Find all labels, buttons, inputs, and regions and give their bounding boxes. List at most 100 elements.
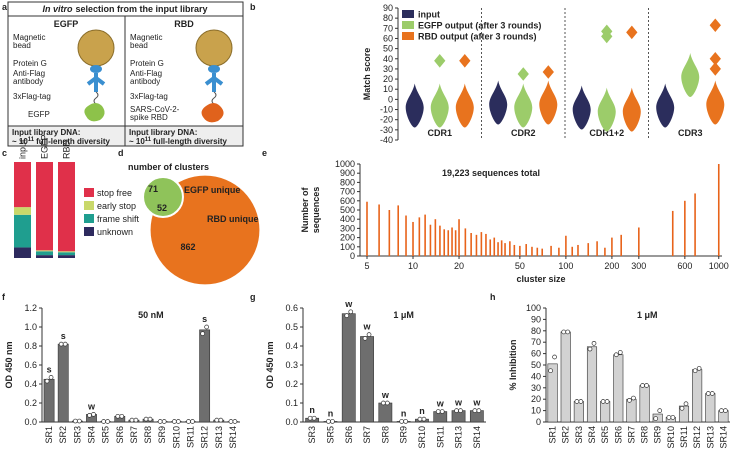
- x-tick-label: SR12: [692, 426, 702, 449]
- x-tick-label: input: [18, 139, 28, 159]
- label: EGFP: [28, 110, 50, 119]
- bar: [600, 401, 611, 423]
- x-tick-label: 10: [408, 261, 418, 271]
- point: [476, 408, 482, 413]
- y-axis-label: OD 450 nm: [4, 341, 14, 388]
- annotation: n: [401, 408, 407, 418]
- x-tick-label: SR9: [653, 426, 663, 444]
- y-tick-label: 0.6: [285, 303, 298, 313]
- x-tick-label: SR2: [561, 426, 571, 444]
- stack-segment: [58, 251, 75, 253]
- bar: [405, 215, 407, 256]
- bar: [451, 410, 466, 423]
- y-tick-label: -30: [380, 125, 393, 135]
- point: [381, 400, 386, 406]
- bar: [485, 233, 487, 256]
- bar: [550, 245, 552, 256]
- point: [366, 332, 372, 337]
- point: [403, 419, 408, 424]
- annotation: s: [61, 331, 66, 341]
- annotation: w: [381, 390, 390, 400]
- bar: [611, 237, 613, 256]
- x-tick-label: SR9: [157, 426, 167, 444]
- x-tick-label: EGFP: [40, 134, 50, 159]
- x-tick-label: SR8: [640, 426, 650, 444]
- bar: [525, 244, 527, 256]
- point: [161, 419, 167, 424]
- legend-swatch: [402, 32, 414, 40]
- bar: [587, 243, 590, 256]
- violin: [622, 87, 641, 132]
- legend-label: EGFP output (after 3 rounds): [418, 21, 541, 31]
- point: [44, 378, 50, 384]
- y-tick-label: 60: [531, 349, 541, 359]
- violin-cluster: [434, 54, 446, 68]
- label: antibody: [130, 77, 160, 86]
- panel-label: b: [250, 2, 256, 12]
- violin: [539, 80, 558, 125]
- point: [454, 408, 459, 413]
- y-tick-label: 900: [340, 168, 355, 178]
- point: [186, 419, 191, 424]
- point: [133, 417, 139, 423]
- label: Protein G: [13, 59, 47, 68]
- point: [399, 419, 404, 424]
- point: [692, 368, 698, 374]
- point: [344, 313, 350, 318]
- point: [172, 419, 177, 424]
- label: Magnetic: [130, 33, 162, 42]
- label: bead: [130, 41, 148, 50]
- bar: [493, 237, 496, 256]
- x-tick-label: SR4: [87, 426, 97, 444]
- bar: [717, 164, 720, 256]
- y-tick-label: 50: [383, 44, 393, 54]
- y-tick-label: 80: [383, 13, 393, 23]
- point: [617, 350, 623, 355]
- bar: [705, 393, 716, 423]
- y-axis-label: Match score: [362, 48, 372, 101]
- x-tick-label: SR10: [417, 426, 427, 449]
- annotation: s: [202, 314, 207, 324]
- y-tick-label: 100: [526, 303, 541, 313]
- annotation: w: [363, 322, 372, 332]
- bar: [560, 331, 571, 423]
- x-tick-label: SR6: [613, 426, 623, 444]
- footer-box: [124, 125, 244, 147]
- footer-suffix: full-length diversity: [153, 137, 227, 146]
- point: [578, 399, 584, 404]
- violin: [656, 83, 675, 128]
- x-axis-label: cluster size: [516, 274, 565, 284]
- annotation: n: [419, 406, 425, 416]
- y-tick-label: -40: [380, 135, 393, 145]
- y-tick-label: 60: [383, 33, 393, 43]
- footers: Input library DNA: ~ 1011 full-length div…: [12, 128, 227, 146]
- label: Anti-Flag: [130, 69, 162, 78]
- annotation: w: [454, 398, 463, 408]
- bar: [513, 244, 516, 256]
- point: [591, 340, 597, 346]
- violin: [706, 80, 725, 125]
- egfp-illustration: [77, 29, 115, 122]
- y-tick-label: 0.0: [24, 417, 37, 427]
- panel-label: a: [2, 2, 8, 12]
- y-tick-label: 40: [383, 54, 393, 64]
- bar: [451, 227, 453, 256]
- y-tick-label: 0.2: [285, 379, 298, 389]
- y-tick-label: 20: [383, 74, 393, 84]
- x-tick-label: SR8: [143, 426, 153, 444]
- point: [87, 413, 92, 418]
- bar: [519, 245, 521, 256]
- footer-line: Input library DNA:: [12, 128, 80, 137]
- y-tick-label: 800: [340, 177, 355, 187]
- label: spike RBD: [130, 113, 168, 122]
- point: [362, 336, 368, 341]
- y-tick-label: 40: [531, 371, 541, 381]
- panel-label: g: [250, 292, 256, 302]
- point: [709, 391, 715, 396]
- bar: [573, 401, 584, 423]
- chart-title: 19,223 sequences total: [442, 168, 540, 178]
- point: [600, 399, 606, 404]
- bar: [586, 346, 598, 423]
- bar: [429, 224, 432, 256]
